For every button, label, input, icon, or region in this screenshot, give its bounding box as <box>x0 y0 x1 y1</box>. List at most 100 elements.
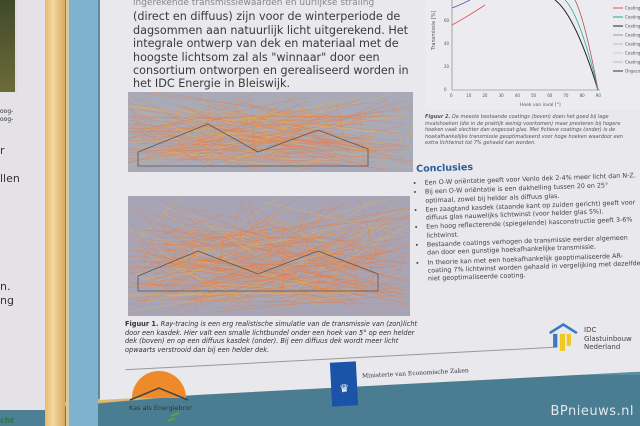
ray-line <box>142 239 241 246</box>
ray-line <box>153 271 159 280</box>
ray-line <box>161 210 204 243</box>
ray-line <box>315 105 332 124</box>
ray-line <box>217 110 282 130</box>
ray-line <box>172 257 302 273</box>
x-tick-label: 10 <box>466 93 472 98</box>
ray-line <box>143 262 361 268</box>
ray-line <box>267 224 403 285</box>
ray-line <box>135 235 232 252</box>
ray-line <box>268 292 380 303</box>
ray-line <box>257 100 408 143</box>
ray-line <box>154 241 250 298</box>
ray-line <box>285 236 410 255</box>
ray-line <box>229 268 323 302</box>
ray-line <box>189 196 280 262</box>
watermark: BPnieuws.nl <box>550 404 634 419</box>
series-line <box>574 0 599 91</box>
x-tick-label: 90 <box>596 93 602 98</box>
ray-line <box>314 200 376 237</box>
x-tick-label: 30 <box>499 93 505 98</box>
ray-line <box>128 107 315 117</box>
ray-line <box>128 293 319 295</box>
ray-line <box>177 240 355 248</box>
ray-line <box>280 103 388 157</box>
ray-line <box>290 250 385 297</box>
ray-line <box>365 207 410 269</box>
ray-line <box>164 267 228 274</box>
ray-line <box>128 265 147 297</box>
ray-line <box>223 236 294 304</box>
ray-line <box>256 199 350 259</box>
ray-line <box>177 105 404 160</box>
ray-line <box>265 211 271 256</box>
legend-entry: Coating <box>625 51 640 56</box>
ray-line <box>154 249 189 251</box>
ray-line <box>149 214 224 239</box>
ray-line <box>289 115 387 125</box>
ray-line <box>132 116 408 144</box>
ray-line <box>128 109 213 165</box>
ray-line <box>159 297 333 303</box>
intro-text: (direct en diffuus) zijn voor de winterp… <box>133 10 409 91</box>
ray-line <box>162 227 409 281</box>
intro-paragraph: ingerekende transmissiewaarden en uurlij… <box>133 0 423 91</box>
ray-line <box>144 143 207 149</box>
ray-line <box>133 141 329 155</box>
ray-line <box>163 206 322 272</box>
ray-line <box>211 301 343 308</box>
ray-line <box>403 124 413 155</box>
ray-line <box>294 151 370 166</box>
ray-line <box>211 274 363 284</box>
ray-line <box>313 134 357 155</box>
ray-line <box>237 131 368 162</box>
ray-line <box>220 144 332 159</box>
transmission-chart: Transmissie [%] 0 10 20 30 40 50 60 70 80 90 0 20 40… <box>425 0 640 110</box>
text-fragment: r <box>0 144 5 157</box>
ray-line <box>260 115 354 118</box>
ray-line <box>128 97 151 159</box>
ray-line <box>192 101 309 144</box>
ray-line <box>199 104 374 144</box>
ray-line <box>129 116 305 121</box>
ray-line <box>167 277 355 302</box>
left-poster: oog- oog- r llen n. ng <box>0 0 45 420</box>
y-tick-label: 60 <box>444 18 450 23</box>
ray-line <box>389 233 392 239</box>
intro-partial: ingerekende transmissiewaarden en uurlij… <box>133 0 375 8</box>
ray-line <box>149 118 152 123</box>
ray-line <box>380 125 392 136</box>
ray-line <box>186 234 276 276</box>
ray-line <box>160 275 249 281</box>
ray-line <box>284 96 361 146</box>
figure2-caption: Figuur 2. De meeste bestaande coatings (… <box>425 114 635 147</box>
ray-line <box>141 260 410 287</box>
ray-line <box>174 269 306 316</box>
ray-line <box>195 260 351 294</box>
ray-line <box>131 117 142 128</box>
ray-line <box>141 135 333 144</box>
ray-line <box>165 250 177 279</box>
ray-line <box>139 278 282 303</box>
ray-line <box>251 147 413 161</box>
figure1-label: Figuur 1. <box>125 320 159 328</box>
ray-line <box>298 293 331 301</box>
idc-logo-text: IDC Glastuinbouw Nederland <box>584 326 632 351</box>
greenhouse-outline <box>137 250 379 292</box>
series-line <box>564 0 599 91</box>
ray-line <box>369 145 391 149</box>
ray-line <box>326 129 353 166</box>
series-line <box>451 4 486 26</box>
text-fragment: llen <box>0 172 20 185</box>
legend-entry: Coating <box>625 15 640 20</box>
ray-line <box>274 247 330 286</box>
legend-entry: Coating <box>625 24 640 29</box>
ray-line <box>299 268 405 300</box>
figure1-caption-text: Ray-tracing is een erg realistische simu… <box>125 320 418 354</box>
ray-line <box>192 215 410 292</box>
ray-line <box>139 229 341 240</box>
ray-line <box>274 241 362 280</box>
ray-line <box>133 259 269 263</box>
ray-line <box>238 198 266 258</box>
ray-line <box>134 123 342 149</box>
ray-line <box>230 161 381 168</box>
